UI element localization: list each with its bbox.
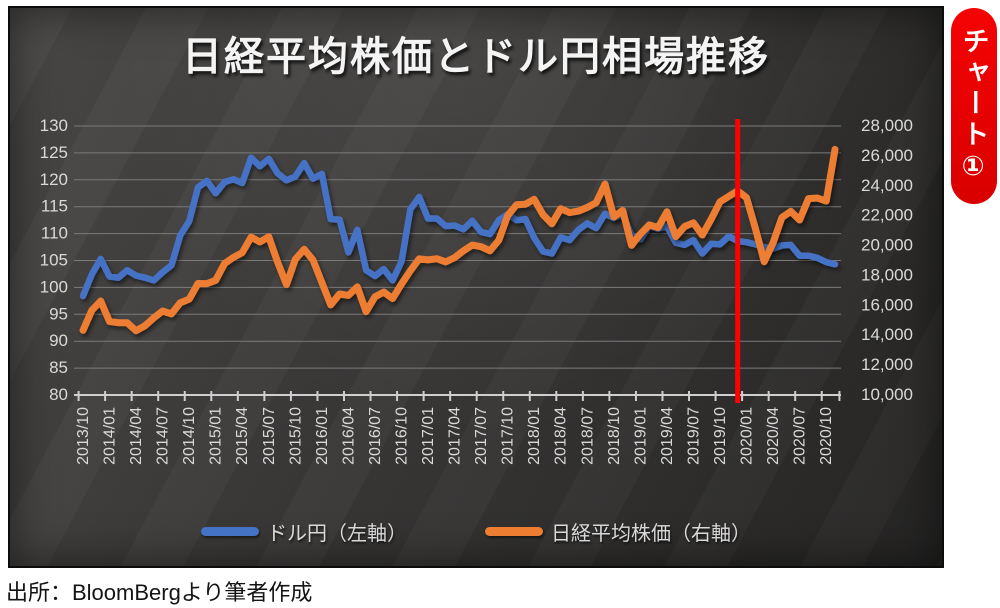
- usdjpy-line: [79, 154, 839, 300]
- right-axis-label: 28,000: [861, 116, 913, 135]
- x-tick-label: 2019/07: [685, 407, 702, 465]
- x-tick-label: 2018/01: [526, 407, 543, 465]
- left-axis-label: 125: [40, 143, 68, 162]
- left-axis-label: 95: [49, 304, 68, 323]
- x-tick-label: 2020/01: [739, 407, 756, 465]
- x-tick-label: 2015/07: [261, 407, 278, 465]
- right-axis-label: 22,000: [861, 206, 913, 225]
- x-tick-label: 2016/01: [314, 407, 331, 465]
- x-tick-label: 2017/07: [473, 407, 490, 465]
- x-tick-label: 2020/07: [792, 407, 809, 465]
- left-axis-label: 115: [41, 197, 68, 216]
- right-axis-label: 20,000: [861, 236, 913, 255]
- x-tick-label: 2014/04: [128, 407, 145, 465]
- x-tick-label: 2015/10: [287, 407, 304, 465]
- legend-label-nikkei: 日経平均株価（右軸）: [551, 523, 751, 545]
- left-axis-label: 85: [49, 358, 68, 377]
- chart-number-badge-label: チャート①: [958, 26, 989, 186]
- right-axis-label: 10,000: [861, 385, 913, 404]
- left-axis-label: 100: [40, 277, 68, 296]
- x-tick-label: 2017/10: [500, 407, 517, 465]
- x-tick-label: 2015/01: [208, 407, 225, 465]
- right-axis-label: 24,000: [861, 176, 913, 195]
- right-axis-label: 12,000: [861, 355, 913, 374]
- right-axis-label: 18,000: [861, 265, 913, 284]
- x-tick-label: 2013/10: [75, 407, 92, 465]
- nikkei-line: [79, 145, 839, 335]
- left-axis-label: 120: [40, 170, 68, 189]
- x-tick-label: 2014/01: [102, 407, 119, 465]
- legend-swatch-usdjpy-line: [201, 527, 259, 536]
- chart-legend: ドル円（左軸） 日経平均株価（右軸）: [8, 517, 944, 546]
- x-tick-label: 2020/10: [818, 407, 835, 465]
- x-tick-label: 2014/07: [155, 407, 172, 465]
- x-tick-label: 2019/01: [632, 407, 649, 465]
- left-axis-label: 90: [49, 331, 68, 350]
- x-tick-label: 2020/04: [765, 407, 782, 465]
- legend-item-nikkei: 日経平均株価（右軸）: [485, 517, 751, 546]
- x-tick-label: 2014/10: [181, 407, 198, 465]
- left-axis-label: 105: [40, 251, 68, 270]
- x-tick-label: 2017/01: [420, 407, 437, 465]
- x-tick-label: 2018/04: [553, 407, 570, 465]
- chart-number-badge: チャート①: [951, 8, 997, 204]
- legend-item-usdjpy: ドル円（左軸）: [201, 517, 407, 546]
- legend-label-usdjpy: ドル円（左軸）: [267, 523, 407, 545]
- right-axis-label: 26,000: [861, 146, 913, 165]
- x-tick-label: 2015/04: [234, 407, 251, 465]
- x-tick-label: 2019/10: [712, 407, 729, 465]
- right-axis-label: 16,000: [861, 295, 913, 314]
- chart-title: 日経平均株価とドル円相場推移: [182, 35, 770, 79]
- x-tick-label: 2016/10: [393, 407, 410, 465]
- x-tick-label: 2016/07: [367, 407, 384, 465]
- x-tick-label: 2018/07: [579, 407, 596, 465]
- x-tick-label: 2016/04: [340, 407, 357, 465]
- x-tick-label: 2017/04: [447, 407, 464, 465]
- legend-swatch-nikkei-line: [485, 527, 543, 536]
- left-axis-label: 110: [41, 224, 68, 243]
- x-tick-label: 2019/04: [659, 407, 676, 465]
- x-tick-label: 2018/10: [606, 407, 623, 465]
- left-axis-label: 130: [40, 116, 68, 135]
- left-axis-label: 80: [49, 385, 68, 404]
- right-axis-label: 14,000: [861, 325, 913, 344]
- source-note: 出所：BloomBergより筆者作成: [6, 580, 313, 605]
